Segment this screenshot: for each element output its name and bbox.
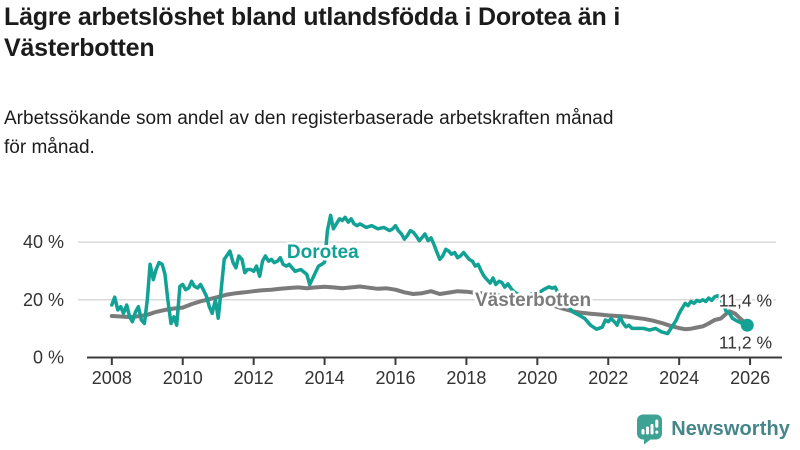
end-value-label: 11,4 % xyxy=(719,290,772,310)
y-tick-label: 0 % xyxy=(33,348,64,368)
västerbotten-line xyxy=(109,284,750,332)
page-subtitle: Arbetssökande som andel av den registerb… xyxy=(4,108,614,158)
unemployment-line-chart: 2008 2010 2012 2014 2016 2018 2020 2022 2024 2026… xyxy=(0,178,800,418)
x-tick-label: 2026 xyxy=(730,368,770,388)
x-tick-label: 2018 xyxy=(446,368,486,388)
page-title: Lägre arbetslöshet bland utlandsfödda i … xyxy=(4,3,621,62)
x-tick-label: 2024 xyxy=(659,368,699,388)
series-label-dorotea: Dorotea xyxy=(287,242,359,263)
x-tick-label: 2014 xyxy=(305,368,345,388)
x-tick-label: 2008 xyxy=(92,368,132,388)
newsworthy-logo-icon xyxy=(637,414,663,445)
y-tick-label: 20 % xyxy=(23,290,64,310)
x-tick-label: 2012 xyxy=(234,368,274,388)
dorotea-end-dot xyxy=(740,318,754,332)
x-tick-label: 2010 xyxy=(163,368,203,388)
x-tick-label: 2022 xyxy=(588,368,628,388)
dorotea-line xyxy=(110,213,749,336)
brand-footer: Newsworthy xyxy=(636,414,790,445)
x-tick-label: 2020 xyxy=(517,368,557,388)
y-tick-label: 40 % xyxy=(23,232,64,252)
series-label-västerbotten: Västerbotten xyxy=(475,290,591,311)
x-tick-label: 2016 xyxy=(375,368,415,388)
brand-name: Newsworthy xyxy=(671,418,790,440)
end-value-label: 11,2 % xyxy=(719,333,772,353)
chart-canvas: 2008 2010 2012 2014 2016 2018 2020 2022 2024 2026… xyxy=(23,213,782,388)
